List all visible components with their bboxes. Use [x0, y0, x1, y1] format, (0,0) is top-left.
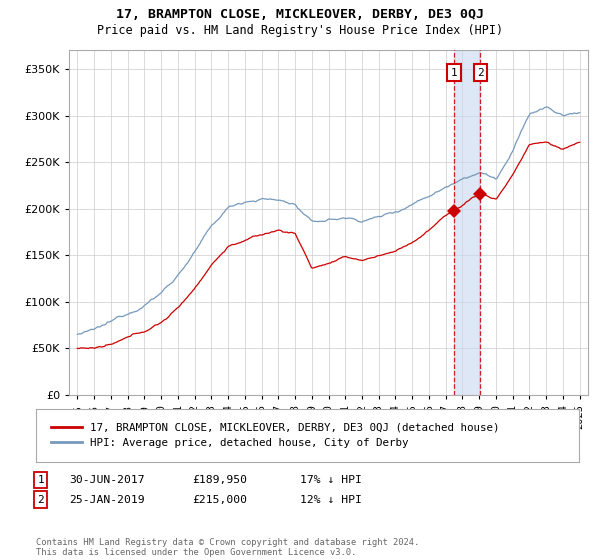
Text: Contains HM Land Registry data © Crown copyright and database right 2024.
This d: Contains HM Land Registry data © Crown c…	[36, 538, 419, 557]
Text: 17% ↓ HPI: 17% ↓ HPI	[300, 475, 362, 485]
Text: £215,000: £215,000	[192, 494, 247, 505]
Text: 30-JUN-2017: 30-JUN-2017	[69, 475, 145, 485]
Bar	[454, 50, 481, 395]
Text: 1: 1	[37, 475, 44, 485]
Legend: 17, BRAMPTON CLOSE, MICKLEOVER, DERBY, DE3 0QJ (detached house), HPI: Average pr: 17, BRAMPTON CLOSE, MICKLEOVER, DERBY, D…	[47, 418, 504, 452]
Text: 2: 2	[37, 494, 44, 505]
Text: 12% ↓ HPI: 12% ↓ HPI	[300, 494, 362, 505]
Text: 1: 1	[451, 68, 457, 78]
Text: £189,950: £189,950	[192, 475, 247, 485]
Text: 2: 2	[477, 68, 484, 78]
Text: Price paid vs. HM Land Registry's House Price Index (HPI): Price paid vs. HM Land Registry's House …	[97, 24, 503, 36]
Text: 25-JAN-2019: 25-JAN-2019	[69, 494, 145, 505]
Text: 17, BRAMPTON CLOSE, MICKLEOVER, DERBY, DE3 0QJ: 17, BRAMPTON CLOSE, MICKLEOVER, DERBY, D…	[116, 8, 484, 21]
